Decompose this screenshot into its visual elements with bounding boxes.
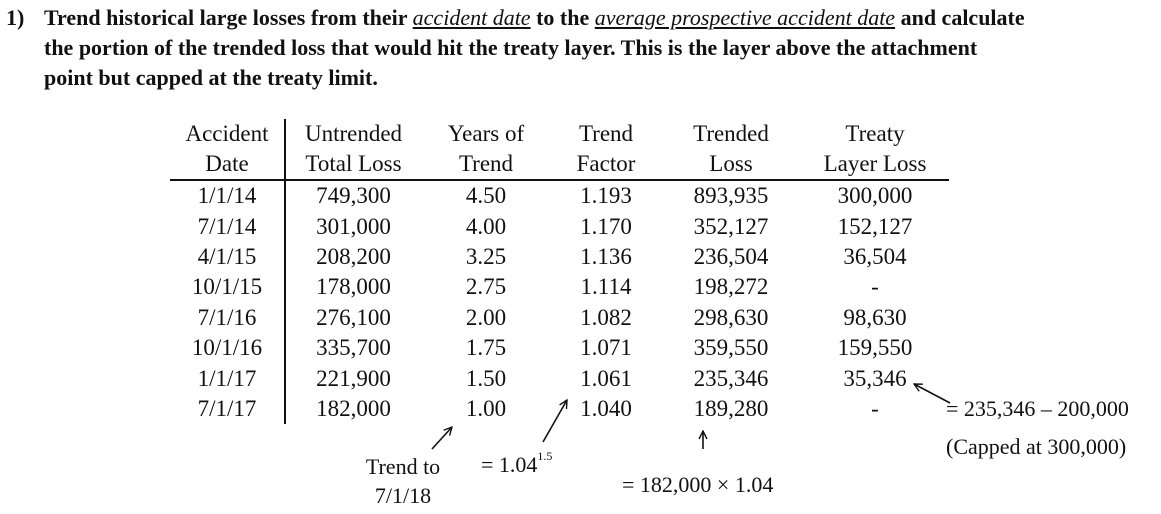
years-of-trend-cell: 1.00: [465, 395, 507, 421]
header-untrended-loss: Untrended: [304, 121, 403, 146]
accident-date-cell: 10/1/16: [170, 332, 286, 364]
untrended-loss-cell: 335,700: [316, 335, 391, 361]
trended-loss-table: Accident Untrended Years of Trend Trende…: [170, 119, 949, 425]
untrended-loss-cell: 301,000: [316, 213, 391, 239]
intro-text: and calculate: [895, 5, 1025, 30]
trend-factor-cell: 1.040: [580, 395, 632, 421]
header-untrended-loss-2: Total Loss: [285, 149, 421, 181]
trend-factor-cell: 1.114: [580, 274, 632, 300]
header-trend-factor-2: Factor: [551, 149, 661, 181]
trend-factor-cell: 1.193: [580, 183, 632, 209]
trend-factor-cell: 1.061: [580, 365, 632, 391]
trend-factor-cell: 1.082: [580, 304, 632, 330]
note-trend-to-line2: 7/1/18: [374, 483, 432, 508]
accident-date-term: accident date: [412, 5, 531, 30]
untrended-loss-cell: 749,300: [316, 183, 391, 209]
note-trend-to: Trend to 7/1/18: [358, 452, 448, 510]
years-of-trend-cell: 2.75: [465, 274, 507, 300]
years-of-trend-cell: 3.25: [465, 243, 507, 269]
header-row-top: Accident Untrended Years of Trend Trende…: [170, 119, 949, 149]
years-of-trend-cell: 2.00: [465, 304, 507, 330]
header-trended-loss-2: Loss: [661, 149, 801, 181]
years-of-trend-cell: 4.50: [465, 183, 507, 209]
accident-date-cell: 7/1/16: [170, 302, 286, 333]
trend-factor-cell: 1.071: [580, 335, 632, 361]
treaty-layer-loss-cell: 152,127: [837, 213, 913, 239]
table-row: 7/1/14 301,000 4.00 1.170 352,127 152,127: [170, 211, 949, 242]
item-number: 1): [6, 5, 25, 30]
trended-loss-cell: 298,630: [693, 304, 769, 330]
table-row: 1/1/17 221,900 1.50 1.061 235,346 35,346: [170, 363, 949, 394]
untrended-loss-cell: 178,000: [316, 274, 391, 300]
accident-date-cell: 7/1/17: [170, 393, 286, 425]
treaty-layer-loss-cell: 300,000: [837, 183, 913, 209]
untrended-loss-cell: 276,100: [316, 304, 391, 330]
header-trend-factor: Trend: [578, 121, 634, 146]
arrow-factor: [542, 400, 567, 443]
trended-loss-cell: 235,346: [693, 365, 769, 391]
trend-factor-cell: 1.136: [580, 243, 632, 269]
table-body: 1/1/14 749,300 4.50 1.193 893,935 300,000 7/1/…: [170, 180, 949, 425]
note-trended-calc: = 182,000 × 1.04: [622, 472, 774, 497]
table-row: 1/1/14 749,300 4.50 1.193 893,935 300,000: [170, 180, 949, 212]
accident-date-cell: 10/1/15: [170, 272, 286, 303]
note-layer-calc: = 235,346 – 200,000: [946, 396, 1129, 421]
header-accident-date: Accident: [170, 119, 286, 149]
arrow-layer: [914, 384, 951, 404]
header-years-trend-2: Trend: [421, 149, 551, 181]
header-trended-loss: Trended: [693, 121, 769, 146]
untrended-loss-cell: 182,000: [316, 395, 391, 421]
trended-loss-cell: 189,280: [693, 395, 769, 421]
trend-factor-cell: 1.170: [580, 213, 632, 239]
untrended-loss-cell: 221,900: [316, 365, 391, 391]
trended-loss-cell: 198,272: [693, 274, 769, 300]
treaty-layer-loss-cell: 35,346: [843, 365, 907, 391]
table-row: 10/1/15 178,000 2.75 1.114 198,272 -: [170, 272, 949, 303]
header-treaty-layer-2: Layer Loss: [801, 149, 949, 181]
note-factor-exponent: 1.5: [537, 448, 553, 463]
intro-text: to the: [530, 5, 595, 30]
untrended-loss-cell: 208,200: [316, 243, 391, 269]
table-row: 7/1/16 276,100 2.00 1.082 298,630 98,630: [170, 302, 949, 333]
header-treaty-layer: Treaty: [845, 121, 905, 146]
years-of-trend-cell: 1.75: [465, 335, 507, 361]
header-row-bottom: Date Total Loss Trend Factor Loss Layer …: [170, 149, 949, 181]
note-factor: = 1.041.5: [481, 448, 553, 478]
trended-loss-cell: 236,504: [693, 243, 769, 269]
treaty-layer-loss-cell: -: [871, 274, 879, 300]
treaty-layer-loss-cell: 36,504: [843, 243, 907, 269]
treaty-layer-loss-cell: 159,550: [837, 335, 913, 361]
years-of-trend-cell: 4.00: [465, 213, 507, 239]
accident-date-cell: 7/1/14: [170, 211, 286, 242]
table-row: 10/1/16 335,700 1.75 1.071 359,550 159,550: [170, 332, 949, 364]
accident-date-cell: 4/1/15: [170, 241, 286, 273]
intro-line-2: the portion of the trended loss that wou…: [44, 35, 978, 60]
note-trend-to-line1: Trend to: [365, 454, 441, 479]
intro-line-1: Trend historical large losses from their…: [44, 3, 1025, 33]
trended-loss-cell: 893,935: [693, 183, 769, 209]
treaty-layer-loss-cell: 98,630: [843, 304, 907, 330]
trended-loss-cell: 359,550: [693, 335, 769, 361]
intro-text: Trend historical large losses from their: [44, 5, 413, 30]
table-row: 7/1/17 182,000 1.00 1.040 189,280 -: [170, 393, 949, 425]
header-accident-date-2: Date: [170, 149, 286, 181]
arrow-trend-to: [431, 427, 452, 450]
table-row: 4/1/15 208,200 3.25 1.136 236,504 36,504: [170, 241, 949, 273]
prospective-date-term: average prospective accident date: [594, 5, 896, 30]
header-years-trend: Years of: [447, 121, 525, 146]
intro-line-3: point but capped at the treaty limit.: [44, 65, 378, 90]
accident-date-cell: 1/1/14: [170, 180, 286, 212]
accident-date-cell: 1/1/17: [170, 363, 286, 394]
note-factor-base: = 1.04: [481, 452, 538, 477]
years-of-trend-cell: 1.50: [465, 365, 507, 391]
trended-loss-cell: 352,127: [693, 213, 769, 239]
treaty-layer-loss-cell: -: [871, 395, 879, 421]
note-layer-cap: (Capped at 300,000): [946, 434, 1127, 459]
